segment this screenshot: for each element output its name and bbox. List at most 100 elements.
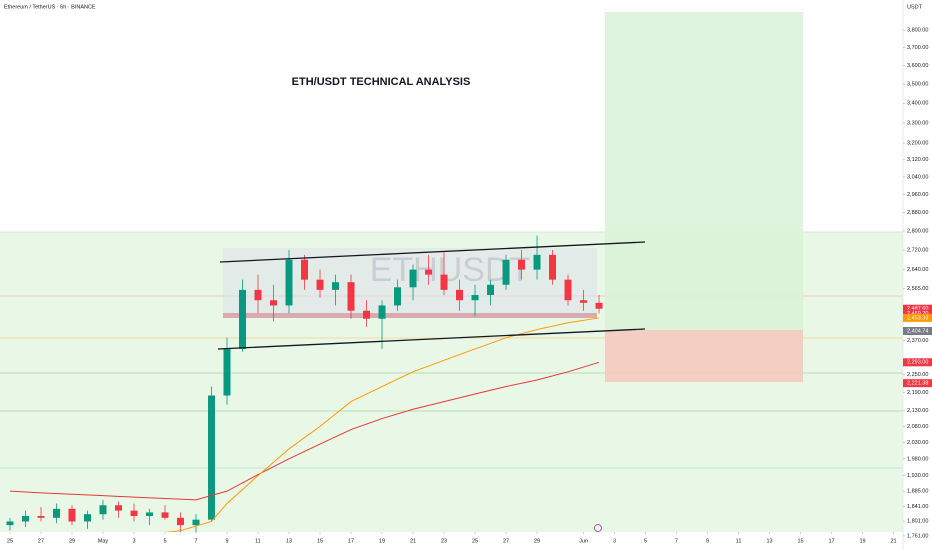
x-tick-label: 29 (534, 538, 540, 544)
y-tick-label: 1,980.00 (907, 456, 928, 462)
x-tick-label: 9 (225, 538, 228, 544)
y-tick-label: 2,190.00 (907, 390, 928, 396)
price-marker-label: 2,221.38 (907, 381, 928, 387)
price-marker-label: 2,453.33 (907, 315, 928, 321)
price-marker (903, 309, 932, 318)
x-tick-label: 9 (706, 538, 709, 544)
candle-body (502, 259, 510, 285)
y-tick-label: 2,640.00 (907, 267, 928, 273)
candle-body (6, 521, 14, 526)
candle-body (347, 282, 355, 311)
price-marker-label: 2,293.00 (907, 360, 928, 366)
candle-body (84, 514, 92, 522)
axes: 3,800.00 3,700.00 3,600.00 3,500.00 3,400.00… (7, 28, 932, 544)
price-marker (903, 304, 932, 313)
y-tick-label: 3,600.00 (907, 63, 928, 69)
price-marker (903, 379, 932, 388)
candle-body (146, 512, 154, 517)
y-tick-label: 1,930.00 (907, 473, 928, 479)
candle-body (53, 508, 61, 518)
y-tick-label: 2,250.00 (907, 372, 928, 378)
x-tick-label: 19 (379, 538, 385, 544)
price-marker-label: 2,404.74 (907, 328, 928, 334)
x-tick-label: 7 (194, 538, 197, 544)
x-tick-label: 17 (828, 538, 834, 544)
candle-body (580, 300, 588, 303)
y-tick-label: 2,565.00 (907, 286, 928, 292)
candle-body (471, 295, 479, 301)
y-tick-label: 2,130.00 (907, 408, 928, 414)
candle-body (316, 279, 324, 290)
candle-body (425, 269, 433, 275)
y-tick-label: 3,500.00 (907, 82, 928, 88)
candle-body (332, 282, 340, 290)
y-tick-label: 3,800.00 (907, 28, 928, 34)
x-tick-label: 25 (472, 538, 478, 544)
candle-body (533, 254, 541, 270)
x-tick-label: 17 (348, 538, 354, 544)
y-tick-label: 2,030.00 (907, 440, 928, 446)
y-tick-label: 1,801.00 (907, 519, 928, 525)
event-icon[interactable] (594, 524, 602, 532)
symbol-header: Ethereum / TetherUS · 6h · BINANCE (4, 4, 96, 10)
candle-body (115, 505, 123, 511)
candle-body (394, 287, 402, 306)
candle-body (192, 519, 200, 526)
price-marker (903, 313, 932, 322)
y-tick-label: 3,200.00 (907, 141, 928, 147)
x-tick-label: 7 (675, 538, 678, 544)
time-axis (0, 532, 903, 550)
x-tick-label: 19 (859, 538, 865, 544)
channel-upper (219, 241, 646, 263)
candle-body (239, 289, 247, 349)
candle-body (456, 289, 464, 301)
candle-body (37, 516, 45, 518)
x-tick-label: 15 (797, 538, 803, 544)
price-axis (903, 0, 932, 550)
y-tick-label: 2,080.00 (907, 424, 928, 430)
x-tick-label: 11 (736, 538, 742, 544)
candle-body (208, 395, 216, 520)
candle-body (130, 510, 138, 517)
x-tick-label: 13 (766, 538, 772, 544)
chart-title: ETH/USDT TECHNICAL ANALYSIS (292, 76, 471, 88)
y-tick-label: 2,880.00 (907, 210, 928, 216)
y-tick-label: 2,800.00 (907, 228, 928, 234)
y-tick-label: 2,370.00 (907, 338, 928, 344)
y-tick-label: 3,400.00 (907, 101, 928, 107)
x-tick-label: 25 (7, 538, 13, 544)
y-tick-label: 1,841.00 (907, 504, 928, 510)
y-tick-label: 2,960.00 (907, 192, 928, 198)
x-tick-label: 5 (163, 538, 166, 544)
candle-body (99, 505, 107, 515)
x-tick-label: 15 (317, 538, 323, 544)
candle-body (254, 289, 262, 301)
price-marker (903, 358, 932, 367)
candle-body (595, 302, 603, 309)
candle-body (223, 348, 231, 396)
candle-body (518, 259, 526, 270)
x-tick-label: 27 (38, 538, 44, 544)
channel-lower (217, 328, 646, 350)
support-band (223, 313, 597, 318)
candle-body (378, 305, 386, 319)
x-tick-label: 23 (441, 538, 447, 544)
candle-body (270, 300, 278, 306)
y-tick-label: 1,885.00 (907, 489, 928, 495)
candle-body (409, 269, 417, 288)
x-tick-label: 5 (644, 538, 647, 544)
moving-average (149, 317, 600, 535)
candle-body (440, 274, 448, 290)
price-marker-label: 2,487.60 (907, 306, 928, 312)
stop-zone (605, 330, 803, 382)
x-tick-label: 13 (286, 538, 292, 544)
moving-average (9, 361, 600, 501)
x-tick-label: 21 (410, 538, 416, 544)
y-tick-label: 1,761.00 (907, 533, 928, 539)
y-tick-label: 3,120.00 (907, 157, 928, 163)
candle-body (363, 310, 371, 319)
currency-label: USDT (907, 4, 923, 10)
y-tick-label: 3,300.00 (907, 120, 928, 126)
x-tick-label: May (98, 538, 109, 544)
